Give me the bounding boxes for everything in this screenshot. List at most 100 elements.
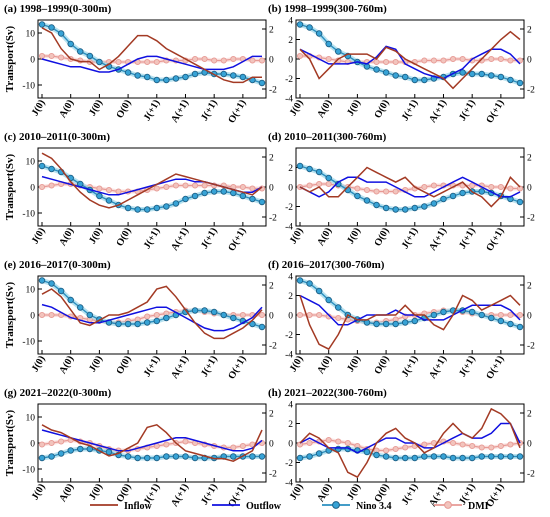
dmi-point bbox=[191, 55, 199, 63]
x-tick-label: J(+1) bbox=[142, 226, 163, 251]
panel-5: (e) 2016–2017(0-300m) 10 0 -10 2 0 -2 J(0) A(0) J… bbox=[4, 259, 277, 381]
dmi-point bbox=[239, 183, 246, 191]
dmi-point bbox=[440, 57, 447, 64]
x-tick-label: O(+1) bbox=[484, 226, 506, 253]
x-tick-label: J(0) bbox=[30, 226, 48, 246]
nino-point bbox=[57, 287, 65, 295]
nino-point bbox=[143, 73, 151, 81]
x-tick-label: J(+1) bbox=[400, 226, 421, 251]
dmi-point bbox=[516, 311, 524, 319]
nino-point bbox=[296, 21, 304, 28]
nino-point bbox=[38, 21, 46, 28]
inflow-line bbox=[299, 407, 521, 479]
inflow-line bbox=[41, 27, 262, 84]
outflow-line bbox=[41, 429, 263, 452]
y2-tick-label: -2 bbox=[527, 86, 535, 96]
x-tick-label: J(0) bbox=[345, 98, 363, 118]
nino-point bbox=[105, 197, 113, 204]
nino-point bbox=[335, 304, 342, 311]
y-tick-label: 10 bbox=[26, 30, 36, 40]
dmi-point bbox=[488, 183, 495, 191]
dmi-point bbox=[296, 311, 304, 319]
panel-1: (a) 1998–1999(0-300m) 10 0 -10 2 0 -2 J(0) A(0) J… bbox=[4, 3, 277, 125]
nino-point bbox=[258, 453, 266, 460]
nino-point bbox=[430, 200, 438, 207]
nino-point bbox=[296, 162, 304, 170]
nino-point bbox=[38, 454, 46, 462]
x-tick-label: J(+1) bbox=[400, 482, 421, 507]
legend-item-nino: Nino 3.4 bbox=[322, 501, 392, 512]
nino-point bbox=[516, 453, 524, 460]
nino-point bbox=[57, 450, 65, 457]
dmi-point bbox=[421, 57, 428, 64]
dmi-point bbox=[459, 55, 466, 63]
nino-point bbox=[134, 206, 141, 213]
nino-point bbox=[239, 73, 247, 81]
dmi-point bbox=[497, 311, 504, 319]
nino-point bbox=[220, 188, 227, 195]
y2-tick-label: -2 bbox=[269, 86, 277, 96]
nino-point bbox=[210, 188, 218, 195]
legend-swatch-marker bbox=[444, 501, 452, 509]
x-tick-label: A(0) bbox=[57, 482, 76, 504]
nino-point bbox=[230, 453, 237, 460]
x-tick-label: J(0) bbox=[345, 482, 363, 502]
nino-point bbox=[124, 320, 132, 328]
y-axis-label: Transport(Sv) bbox=[4, 25, 16, 92]
nino-point bbox=[401, 206, 409, 213]
nino-point bbox=[124, 204, 132, 212]
dmi-point bbox=[469, 442, 476, 450]
dmi-point bbox=[38, 441, 46, 448]
nino-point bbox=[105, 448, 113, 456]
legend-item-inflow: Inflow bbox=[90, 501, 153, 512]
y-tick-label: 0 bbox=[30, 56, 35, 66]
nino-point bbox=[401, 454, 409, 462]
y-tick-label: 0 bbox=[30, 184, 35, 194]
nino-point bbox=[430, 311, 438, 319]
outflow-line bbox=[41, 55, 262, 73]
y-tick-label: 0 bbox=[288, 312, 293, 322]
y2-tick-label: 0 bbox=[269, 312, 274, 322]
nino-point bbox=[373, 66, 380, 73]
nino-point bbox=[143, 206, 151, 213]
nino-point bbox=[468, 454, 476, 462]
nino-point bbox=[315, 30, 323, 37]
x-tick-label: J(0) bbox=[87, 482, 105, 502]
dmi-point bbox=[335, 314, 342, 322]
nino-point bbox=[363, 197, 371, 204]
nino-point bbox=[430, 453, 438, 460]
panel-7: (g) 2021–2022(0-300m) 10 0 -10 2 0 -2 J(0) A(0) J… bbox=[4, 387, 277, 509]
dmi-point bbox=[296, 52, 304, 60]
x-tick-label: A(0) bbox=[57, 354, 76, 376]
nino-point bbox=[191, 307, 199, 314]
dmi-point bbox=[344, 439, 351, 447]
x-tick-label: A(+1) bbox=[169, 226, 191, 253]
dmi-point bbox=[306, 439, 313, 447]
nino-point bbox=[497, 317, 505, 325]
nino-point bbox=[401, 73, 409, 81]
dmi-point bbox=[449, 55, 457, 63]
panel-8: (h) 2021–2022(300-760m) 4 2 0 -2 -4 2 0 -2 J(0) A(… bbox=[268, 387, 535, 509]
nino-point bbox=[86, 311, 94, 319]
nino-point bbox=[143, 319, 151, 326]
y-tick-label: 2 bbox=[288, 420, 293, 430]
dmi-point bbox=[38, 183, 46, 191]
nino-point bbox=[325, 296, 332, 304]
dmi-point bbox=[144, 313, 151, 320]
x-tick-label: J(+1) bbox=[199, 354, 220, 379]
x-tick-label: J(+1) bbox=[457, 226, 478, 251]
legend-label: Inflow bbox=[124, 501, 153, 512]
y-tick-label: -4 bbox=[285, 95, 293, 105]
nino-point bbox=[86, 52, 94, 60]
dmi-point bbox=[115, 188, 122, 195]
nino-point bbox=[516, 79, 524, 87]
plot-frame bbox=[37, 403, 267, 483]
dmi-point bbox=[220, 57, 227, 64]
nino-point bbox=[172, 75, 180, 82]
panel-title: (g) 2021–2022(0-300m) bbox=[4, 387, 112, 399]
dmi-point bbox=[497, 442, 504, 450]
y2-tick-label: -2 bbox=[269, 342, 277, 352]
y-tick-label: 10 bbox=[26, 158, 36, 168]
y-tick-label: -10 bbox=[22, 338, 35, 348]
nino-point bbox=[201, 307, 208, 314]
